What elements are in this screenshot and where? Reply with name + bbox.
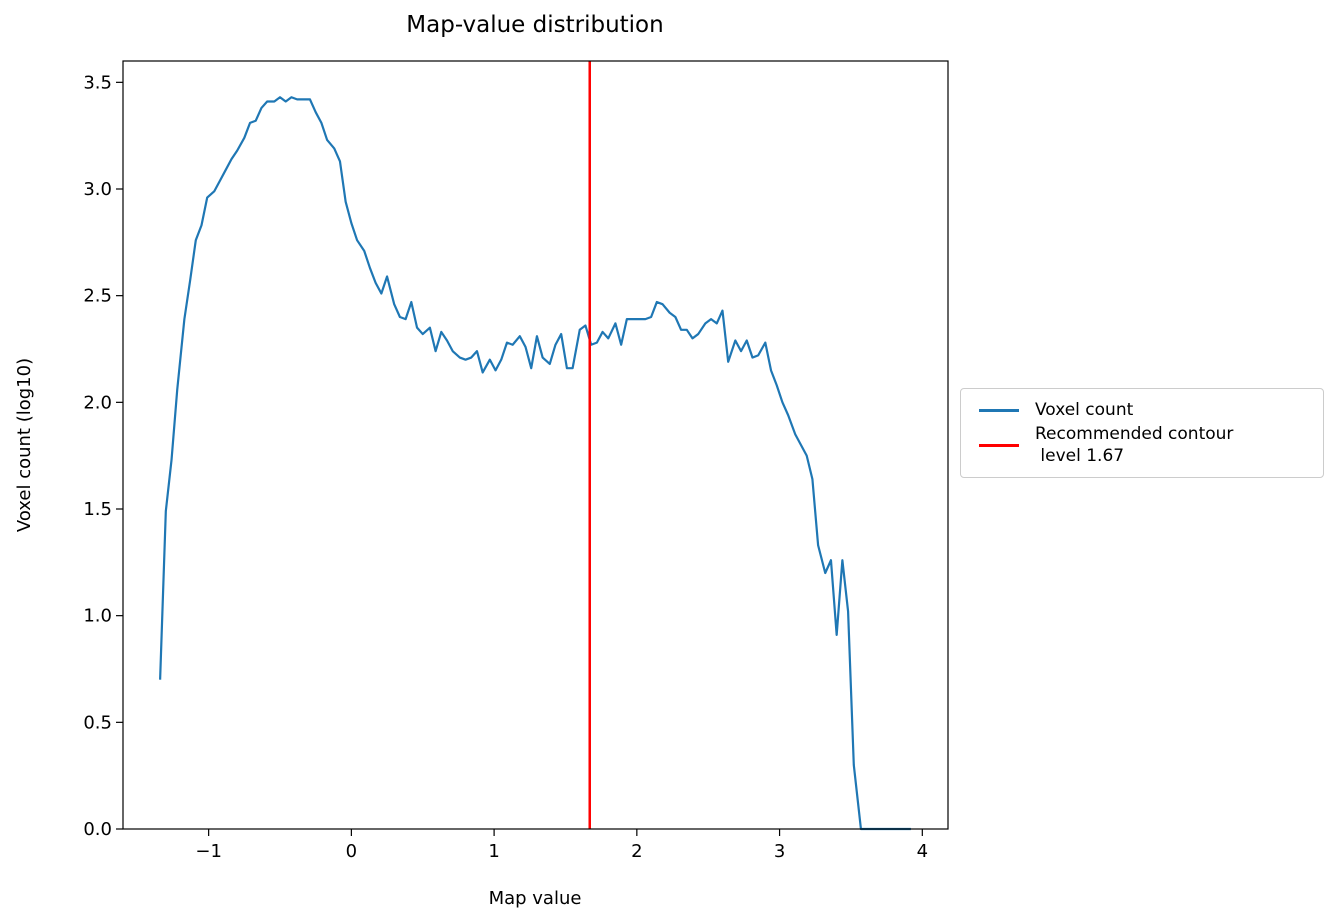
x-tick-label: −1 [195,841,222,862]
x-tick-label: 3 [774,841,785,862]
data-line [159,96,911,831]
legend-entry: Voxel count [961,399,1323,421]
x-tick-label: 1 [488,841,499,862]
y-tick-label: 0.0 [83,819,112,840]
y-tick-label: 2.0 [83,392,112,413]
y-tick-label: 1.5 [83,499,112,520]
x-tick-label: 0 [346,841,357,862]
plot-frame [122,60,949,830]
legend-swatch [979,408,1019,412]
y-tick-label: 1.0 [83,606,112,627]
y-tick-label: 2.5 [83,286,112,307]
y-tick-label: 3.0 [83,179,112,200]
legend: Voxel count Recommended contour level 1.6… [960,388,1324,478]
y-tick-label: 0.5 [83,712,112,733]
x-tick-label: 2 [631,841,642,862]
legend-swatch [979,443,1019,447]
x-axis-label: Map value [489,888,582,909]
y-axis-label: Voxel count (log10) [14,358,35,532]
x-tick-label: 4 [917,841,928,862]
chart-title: Map-value distribution [406,12,663,38]
legend-label: Voxel count [1035,400,1134,420]
y-tick-label: 3.5 [83,72,112,93]
legend-entry: Recommended contour level 1.67 [961,423,1323,467]
legend-label: Recommended contour level 1.67 [1035,424,1234,466]
